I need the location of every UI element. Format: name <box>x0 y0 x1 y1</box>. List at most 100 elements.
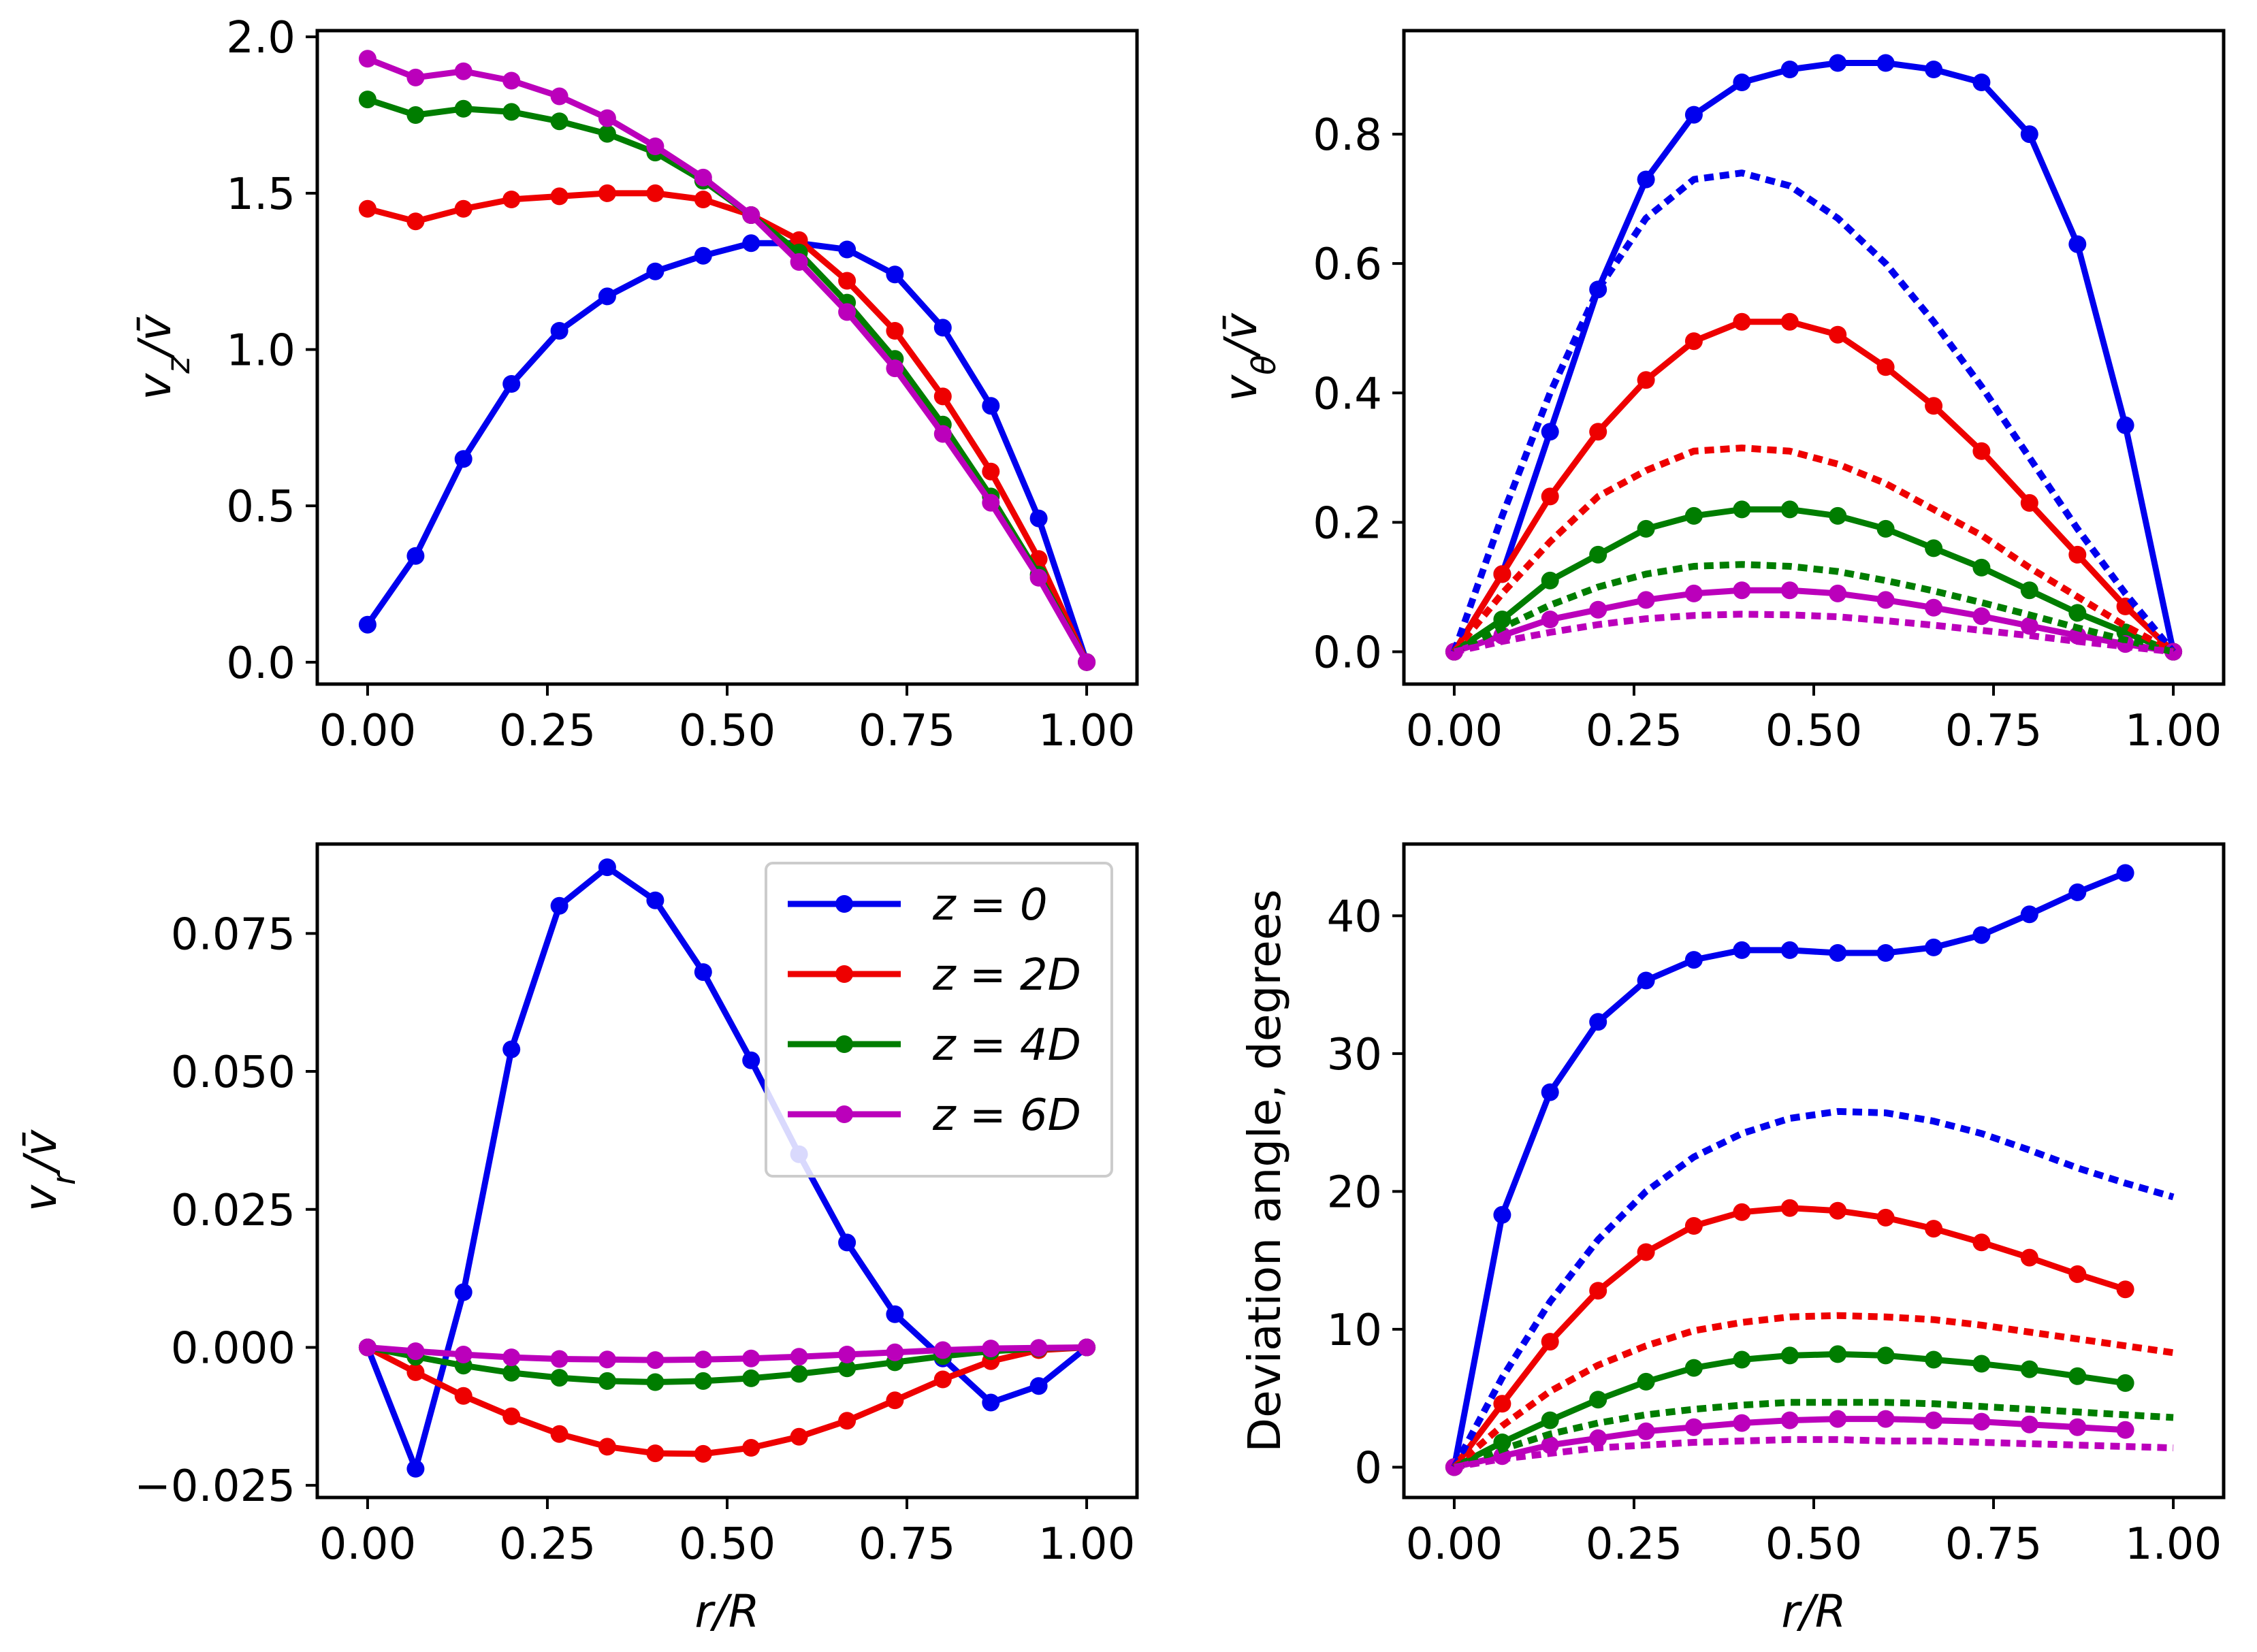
y-tick-label: 1.0 <box>226 326 295 376</box>
series-z-0-point <box>598 287 616 306</box>
y-tick-label: 0 <box>1354 1443 1382 1493</box>
series-z-6d-point <box>790 253 808 271</box>
series-z-4d-point <box>2020 1360 2038 1378</box>
series-z-4d-point <box>2020 581 2038 600</box>
series-z-2d-point <box>1972 1233 1991 1252</box>
series-z-0-point <box>646 262 665 280</box>
series-z-2d-point <box>1637 1243 1655 1261</box>
series-z-6d-point <box>982 493 1000 512</box>
legend: z = 0 z = 2D z = 4D z = 6D <box>765 862 1113 1178</box>
series-z-6d-point <box>1733 1414 1751 1432</box>
x-tick-label: 0.75 <box>859 1519 956 1570</box>
legend-swatch-marker <box>835 1035 853 1053</box>
series-z-4d-point <box>646 1373 665 1391</box>
series-z-2d-point <box>646 184 665 202</box>
series-z-6d-point <box>1589 600 1607 619</box>
series-z-4d-line <box>367 1344 1087 1385</box>
x-axis-label: r/R <box>694 1585 759 1638</box>
series-z-0-point <box>2020 125 2038 144</box>
series-z-4d-point <box>2116 1374 2134 1392</box>
series-z-0-point <box>1029 509 1048 528</box>
panel-vz: 0.00 0.25 0.50 0.75 1.00 0.0 0.5 1.0 1.5 2.0 vz/v̄ <box>129 13 1139 756</box>
series-z-2d-point <box>1876 1208 1895 1227</box>
series-z-2d-point <box>838 272 857 290</box>
series-z-6d-point <box>406 68 425 86</box>
series-z-4d-point <box>1972 1355 1991 1373</box>
series-z-4d-point <box>1733 1350 1751 1369</box>
x-tick-label: 0.00 <box>319 706 417 756</box>
x-tick-label: 0.00 <box>319 1519 417 1570</box>
series-z-2d-point <box>1780 1199 1799 1217</box>
series-z-2d-point <box>838 1412 857 1430</box>
series-z-4d-point <box>454 99 473 118</box>
series-z-0-dotted-line <box>1451 169 2176 654</box>
series-z-0-point <box>1925 61 1943 78</box>
series-z-0-line <box>364 864 1089 1472</box>
series-z-0-point <box>982 1393 1000 1412</box>
series-z-0-point <box>502 1040 521 1058</box>
series-z-4d-point <box>502 103 521 121</box>
series-z-0-point <box>838 1233 857 1252</box>
series-z-2d-point <box>406 1363 425 1381</box>
series-z-4d-point <box>1589 545 1607 564</box>
series-z-2d-point <box>502 1407 521 1425</box>
series-z-4d-point <box>1780 1346 1799 1365</box>
series-z-2d-point <box>2020 1248 2038 1267</box>
series-z-4d-point <box>598 125 616 143</box>
series-z-4d-point <box>742 1369 761 1387</box>
series-z-6d-point <box>1972 1412 1991 1431</box>
series-z-0-point <box>1493 1205 1511 1224</box>
series-z-4d-point <box>1876 519 1895 538</box>
series-z-0-point <box>550 322 569 340</box>
series-z-4d-point <box>1541 571 1559 589</box>
series-z-6d-point <box>1078 1338 1096 1357</box>
x-tick-label: 0.50 <box>1765 706 1863 756</box>
panels: 0.00 0.25 0.50 0.75 1.000.00.51.01.52.0vz/v̄… <box>14 13 2226 1638</box>
series-z-6d-point <box>1541 611 1559 628</box>
legend-swatch-marker <box>835 1105 853 1123</box>
series-z-6d-point <box>1876 1410 1895 1428</box>
series-z-6d-dotted-line <box>1453 611 2174 655</box>
series-z-0-point <box>933 319 952 337</box>
x-tick-label: 0.50 <box>679 1519 776 1570</box>
series-z-6d-point <box>1637 591 1655 609</box>
x-tick-label: 0.75 <box>859 706 956 756</box>
series-z-6d-point <box>838 303 857 321</box>
series-z-6d-point <box>406 1342 425 1361</box>
series-z-2d-point <box>1925 1220 1943 1238</box>
y-tick-label: 0.000 <box>171 1323 295 1374</box>
series-z-0-point <box>1637 971 1655 990</box>
series-z-2d-point <box>2116 1280 2134 1299</box>
series-z-6d-point <box>358 1338 377 1357</box>
series-z-2d-dotted-line <box>1452 1312 2174 1470</box>
series-z-6d-line <box>1453 587 2174 655</box>
legend-item: z = 0 <box>788 880 1048 930</box>
x-tick-label: 0.50 <box>1765 1519 1863 1570</box>
legend-label: z = 4D <box>932 1020 1081 1071</box>
y-tick-label: 0.4 <box>1313 369 1382 419</box>
series-z-0-point <box>1684 951 1703 969</box>
x-tick-label: 1.00 <box>1038 1519 1136 1570</box>
series-z-4d-point <box>1780 500 1799 519</box>
series-z-6d-point <box>454 62 473 80</box>
series-z-6d-point <box>1925 598 1943 617</box>
series-z-4d-point <box>1733 500 1751 519</box>
y-tick-label: 0.0 <box>1313 628 1382 678</box>
series-z-2d-point <box>2068 545 2087 564</box>
series-z-4d-point <box>2068 1367 2087 1385</box>
y-tick-label: 10 <box>1327 1306 1382 1356</box>
series-z-2d-point <box>2020 493 2038 512</box>
series-z-0-point <box>2020 905 2038 924</box>
series-z-2d-point <box>646 1444 665 1463</box>
series-z-0-point <box>694 246 712 265</box>
panel-deviation: 0.00 0.25 0.50 0.75 1.00 0 10 20 30 40 Deviation a… <box>1238 842 2226 1638</box>
series-z-0-point <box>1637 170 1655 189</box>
series-z-6d-point <box>1780 1411 1799 1429</box>
y-tick-label: 0.2 <box>1313 498 1382 549</box>
series-z-0-point <box>1972 74 1991 91</box>
series-z-0-point <box>742 234 761 253</box>
series-z-2d-line <box>366 1344 1087 1457</box>
y-axis-label: Deviation angle, degrees <box>1238 889 1291 1452</box>
legend-item: z = 4D <box>788 1020 1081 1071</box>
x-axis-label: r/R <box>1781 1585 1846 1638</box>
